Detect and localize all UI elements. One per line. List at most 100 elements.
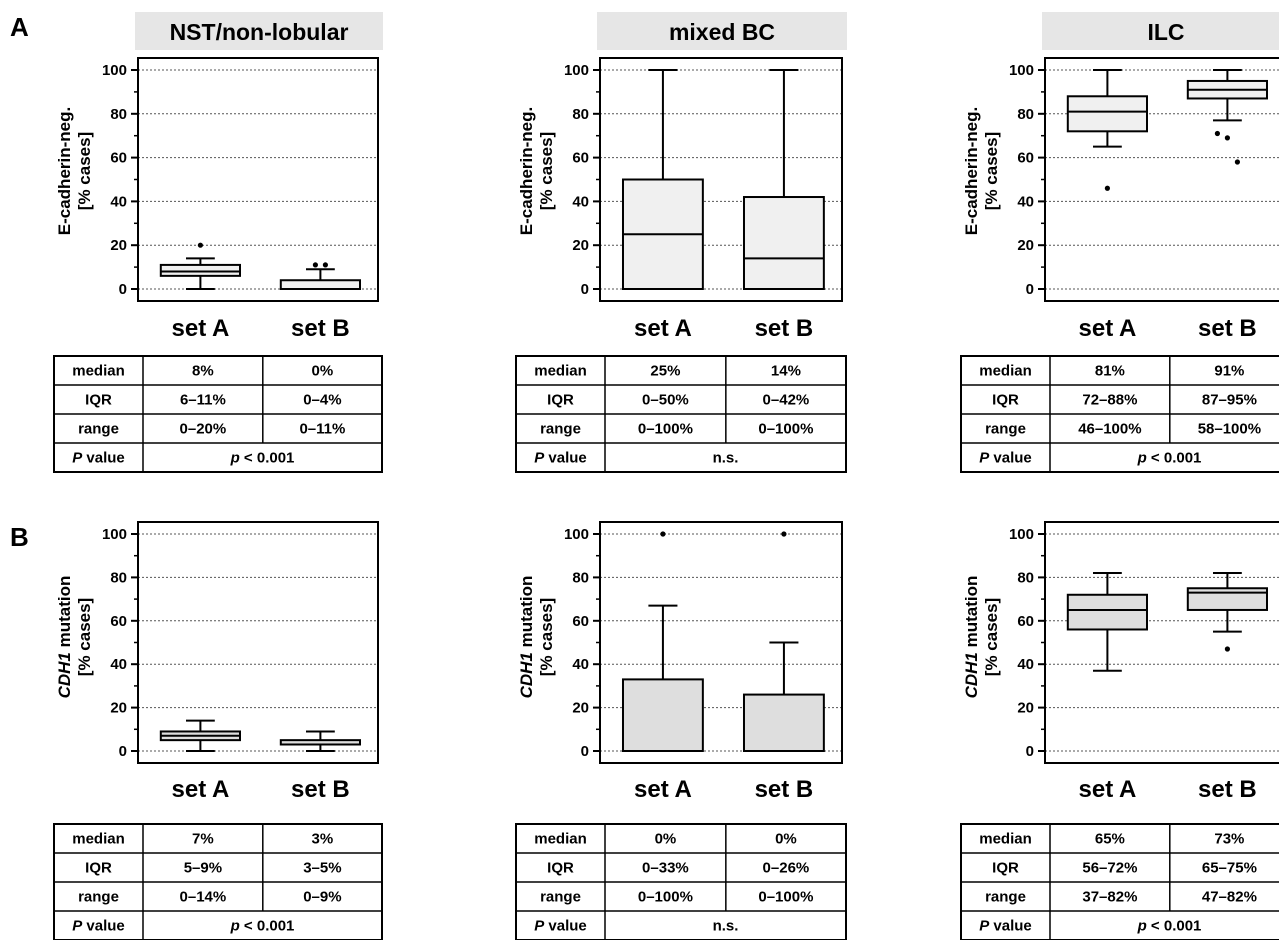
table-value-set-b: 3–5% [303,860,341,877]
category-label: set B [291,776,350,803]
table-row-label-p-value: P value [979,918,1032,935]
box-set-a [1066,95,1149,133]
category-label: set A [1079,776,1137,803]
table-value-set-b: 0–26% [763,860,810,877]
y-tick-label: 40 [572,656,589,673]
column-title-1: NST/non-lobular [170,19,349,45]
box-set-b [742,693,825,753]
y-tick-label: 40 [572,193,589,210]
y-tick-label: 0 [119,281,127,298]
y-tick-label: 80 [572,106,589,123]
column-title-bg-1 [135,12,383,50]
y-tick-label: 60 [1017,613,1034,630]
y-tick-label: 20 [572,700,589,717]
table-row-label-range: range [985,889,1026,906]
y-tick-label: 0 [119,743,127,760]
table-value-set-a: 7% [192,831,214,848]
category-label: set B [1198,776,1257,803]
table-row-label-iqr: IQR [547,392,574,409]
table-p-value: p < 0.001 [1137,918,1202,935]
outlier-point [1224,646,1230,652]
chart-pb3: 0 20 40 60 80 100 CDH1 mutation[% cases] set A s… [960,521,1279,940]
table-value-set-b: 73% [1214,831,1244,848]
table-row-label-iqr: IQR [85,860,112,877]
y-tick-label: 20 [1017,700,1034,717]
table-row-label-p-value: P value [979,450,1032,467]
outlier-point [1104,185,1110,191]
table-row-label-median: median [979,363,1032,380]
y-tick-label: 60 [110,613,127,630]
y-tick-label: 100 [102,62,127,79]
table-value-set-b: 65–75% [1202,860,1257,877]
table-p-value: p < 0.001 [230,918,295,935]
table-value-set-a: 65% [1095,831,1125,848]
table-row-label-iqr: IQR [992,392,1019,409]
table-value-set-b: 0–9% [303,889,341,906]
y-tick-label: 80 [572,569,589,586]
y-axis-label: E-cadherin-neg.[% cases] [962,107,1001,235]
y-tick-label: 20 [110,700,127,717]
table-value-set-a: 46–100% [1078,421,1141,438]
table-row-label-range: range [540,889,581,906]
table-value-set-b: 0–42% [763,392,810,409]
table-p-value: n.s. [713,918,739,935]
table-value-set-a: 0–33% [642,860,689,877]
table-value-set-b: 91% [1214,363,1244,380]
y-tick-label: 100 [564,62,589,79]
table-row-label-range: range [78,889,119,906]
y-tick-label: 0 [1026,281,1034,298]
column-title-2: mixed BC [669,19,775,45]
y-axis-label: E-cadherin-neg.[% cases] [517,107,556,235]
table-value-set-a: 6–11% [180,392,226,409]
table-row-label-median: median [979,831,1032,848]
y-tick-label: 80 [110,569,127,586]
panel-label-a: A [10,12,29,42]
stats-table: median 25% 14% IQR 0–50% 0–42% range 0–100% 0–10… [515,355,847,473]
y-tick-label: 100 [1009,62,1034,79]
table-row-label-p-value: P value [534,450,587,467]
table-row-label-range: range [985,421,1026,438]
category-label: set B [1198,315,1257,342]
column-title-bg-2 [597,12,847,50]
outlier-point [322,262,328,268]
table-row-label-range: range [78,421,119,438]
table-row-label-median: median [72,363,125,380]
table-value-set-b: 0% [312,363,334,380]
outlier-point [660,531,666,537]
table-p-value: p < 0.001 [1137,450,1202,467]
category-label: set B [291,315,350,342]
category-label: set A [634,315,692,342]
box-set-a [1066,593,1149,631]
y-tick-label: 80 [110,106,127,123]
y-tick-label: 40 [110,193,127,210]
y-axis-label: E-cadherin-neg.[% cases] [55,107,94,235]
y-tick-label: 40 [110,656,127,673]
y-tick-label: 20 [110,237,127,254]
outlier-point [197,242,203,248]
y-axis-label: CDH1 mutation[% cases] [517,576,556,699]
y-tick-label: 60 [572,150,589,167]
y-tick-label: 80 [1017,569,1034,586]
stats-table: median 65% 73% IQR 56–72% 65–75% range 37–82% 47… [960,823,1279,940]
stats-table: median 8% 0% IQR 6–11% 0–4% range 0–20% 0–11% P v… [53,355,383,473]
y-axis-label: CDH1 mutation[% cases] [55,576,94,699]
outlier-point [1214,130,1220,137]
y-axis-label: CDH1 mutation[% cases] [962,576,1001,699]
table-p-value: p < 0.001 [230,450,295,467]
y-tick-label: 60 [110,150,127,167]
table-row-label-iqr: IQR [85,392,112,409]
y-tick-label: 60 [572,613,589,630]
table-value-set-b: 58–100% [1198,421,1261,438]
outlier-point [1234,159,1240,165]
column-title-bg-3 [1042,12,1279,50]
stats-table: median 0% 0% IQR 0–33% 0–26% range 0–100% 0–100%… [515,823,847,940]
box-set-b [742,196,825,291]
y-tick-label: 100 [1009,526,1034,543]
table-value-set-a: 5–9% [184,860,222,877]
stats-table: median 7% 3% IQR 5–9% 3–5% range 0–14% 0–9% P val… [53,823,383,940]
table-value-set-a: 0–14% [180,889,227,906]
chart-pa3: 0 20 40 60 80 100 E-cadherin-neg.[% cases] set … [960,57,1279,473]
stats-table: median 81% 91% IQR 72–88% 87–95% range 46–100% 5… [960,355,1279,473]
category-label: set A [172,315,230,342]
y-tick-label: 40 [1017,656,1034,673]
